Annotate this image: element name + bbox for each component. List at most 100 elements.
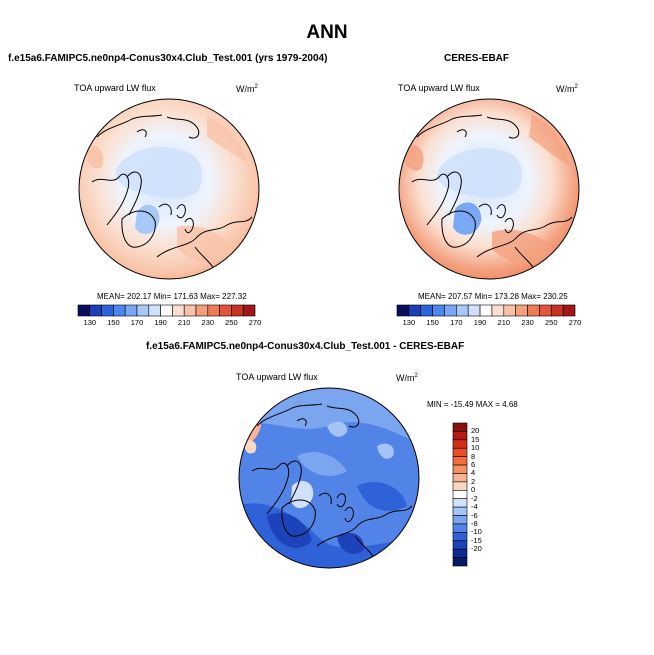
colorbar-tick-label: 130 xyxy=(402,318,416,327)
colorbar-swatch xyxy=(77,304,91,317)
colorbar-swatch xyxy=(452,447,468,457)
colorbar-tick-label: 270 xyxy=(568,318,582,327)
diff-colorbar-ticks: 20 15 10 8 6 4 2 0 -2 -4 -6 -8 -10 -15 -20 xyxy=(471,423,501,566)
colorbar-swatch xyxy=(467,304,481,317)
obs-units-label: W/m2 xyxy=(556,84,578,94)
colorbar-tick-label: 210 xyxy=(497,318,511,327)
colorbar-swatch xyxy=(452,540,468,550)
colorbar-swatch xyxy=(113,304,126,317)
colorbar-tick-label: 130 xyxy=(83,318,97,327)
colorbar-tick-label: 150 xyxy=(107,318,120,327)
colorbar-tick-label: 250 xyxy=(225,318,238,327)
colorbar-swatch xyxy=(444,304,457,317)
colorbar-swatch xyxy=(148,304,161,317)
model-colorbar-ticks: 130 150 170 190 210 230 250 270 xyxy=(78,318,262,328)
colorbar-tick-label: 15 xyxy=(471,434,480,444)
colorbar-tick-label: 250 xyxy=(545,318,558,327)
colorbar-swatch xyxy=(452,515,468,525)
colorbar-swatch xyxy=(452,548,468,558)
colorbar-swatch xyxy=(124,304,138,317)
model-units-label: W/m2 xyxy=(236,84,258,94)
colorbar-swatch xyxy=(195,304,209,317)
colorbar-tick-label: 210 xyxy=(177,318,191,327)
colorbar-swatch xyxy=(452,489,468,500)
colorbar-swatch xyxy=(160,304,173,317)
colorbar-tick-label: 4 xyxy=(471,468,476,478)
colorbar-swatch xyxy=(242,304,256,317)
colorbar-swatch xyxy=(452,498,468,508)
colorbar-tick-label: 20 xyxy=(471,426,480,436)
colorbar-tick-label: 270 xyxy=(248,318,262,327)
colorbar-tick-label: 190 xyxy=(473,318,487,327)
colorbar-swatch xyxy=(89,304,102,317)
obs-polar-map xyxy=(398,98,580,280)
colorbar-swatch xyxy=(452,532,468,542)
colorbar-tick-label: -8 xyxy=(471,518,478,528)
colorbar-tick-label: 10 xyxy=(471,443,480,453)
colorbar-swatch xyxy=(396,304,410,317)
model-panel-title: f.e15a6.FAMIPC5.ne0np4-Conus30x4.Club_Te… xyxy=(8,53,328,64)
colorbar-swatch xyxy=(452,506,468,516)
colorbar-tick-label: -6 xyxy=(471,510,478,520)
obs-colorbar-ticks: 130 150 170 190 210 230 250 270 xyxy=(397,318,582,328)
colorbar-swatch xyxy=(527,304,540,317)
obs-stats: MEAN= 207.57 Min= 173.28 Max= 230.25 xyxy=(418,292,568,301)
diff-stats: MIN = -15.49 MAX = 4.68 xyxy=(427,400,518,409)
colorbar-swatch xyxy=(452,439,468,449)
colorbar-swatch xyxy=(231,304,244,317)
colorbar-swatch xyxy=(207,304,220,317)
page-title: ANN xyxy=(306,22,348,43)
colorbar-swatch xyxy=(452,481,468,491)
colorbar-tick-label: 170 xyxy=(130,318,144,327)
colorbar-swatch xyxy=(539,304,552,317)
colorbar-tick-label: 6 xyxy=(471,460,476,470)
obs-panel-title: CERES-EBAF xyxy=(444,53,510,64)
colorbar-swatch xyxy=(550,304,564,317)
colorbar-tick-label: 2 xyxy=(471,476,476,486)
diff-panel-title: f.e15a6.FAMIPC5.ne0np4-Conus30x4.Club_Te… xyxy=(146,341,465,352)
colorbar-swatch xyxy=(452,473,468,483)
colorbar-swatch xyxy=(452,523,468,533)
colorbar-tick-label: 230 xyxy=(201,318,215,327)
colorbar-swatch xyxy=(491,304,505,317)
colorbar-swatch xyxy=(452,557,468,567)
colorbar-swatch xyxy=(408,304,422,317)
model-variable-label: TOA upward LW flux xyxy=(74,83,156,93)
colorbar-swatch xyxy=(432,304,445,317)
colorbar-swatch xyxy=(503,304,516,317)
colorbar-tick-label: 0 xyxy=(471,485,476,495)
colorbar-tick-label: -2 xyxy=(471,493,478,503)
colorbar-tick-label: -10 xyxy=(471,527,482,537)
colorbar-tick-label: 190 xyxy=(154,318,167,327)
colorbar-swatch xyxy=(515,304,528,317)
colorbar-tick-label: 170 xyxy=(450,318,463,327)
colorbar-tick-label: 230 xyxy=(521,318,534,327)
colorbar-tick-label: -20 xyxy=(471,544,482,554)
colorbar-swatch xyxy=(479,304,493,317)
colorbar-tick-label: -15 xyxy=(471,535,482,545)
model-polar-map xyxy=(78,98,260,280)
diff-units-label: W/m2 xyxy=(396,373,418,383)
colorbar-swatch xyxy=(456,304,469,317)
colorbar-tick-label: 8 xyxy=(471,451,476,461)
colorbar-swatch xyxy=(101,304,114,317)
colorbar-swatch xyxy=(562,304,576,317)
diff-polar-map xyxy=(238,387,420,569)
colorbar-swatch xyxy=(172,304,185,317)
obs-colorbar xyxy=(396,304,576,317)
colorbar-swatch xyxy=(183,304,197,317)
colorbar-swatch xyxy=(452,464,468,474)
diff-variable-label: TOA upward LW flux xyxy=(236,372,318,382)
colorbar-tick-label: 150 xyxy=(426,318,439,327)
colorbar-swatch xyxy=(136,304,150,317)
obs-variable-label: TOA upward LW flux xyxy=(398,83,480,93)
colorbar-tick-label: -4 xyxy=(471,502,478,512)
colorbar-swatch xyxy=(420,304,433,317)
colorbar-swatch xyxy=(452,422,468,432)
model-colorbar xyxy=(77,304,256,317)
colorbar-swatch xyxy=(452,456,468,466)
model-stats: MEAN= 202.17 Min= 171.63 Max= 227.32 xyxy=(97,292,247,301)
colorbar-swatch xyxy=(452,431,468,441)
colorbar-swatch xyxy=(219,304,232,317)
diff-colorbar xyxy=(452,422,468,567)
